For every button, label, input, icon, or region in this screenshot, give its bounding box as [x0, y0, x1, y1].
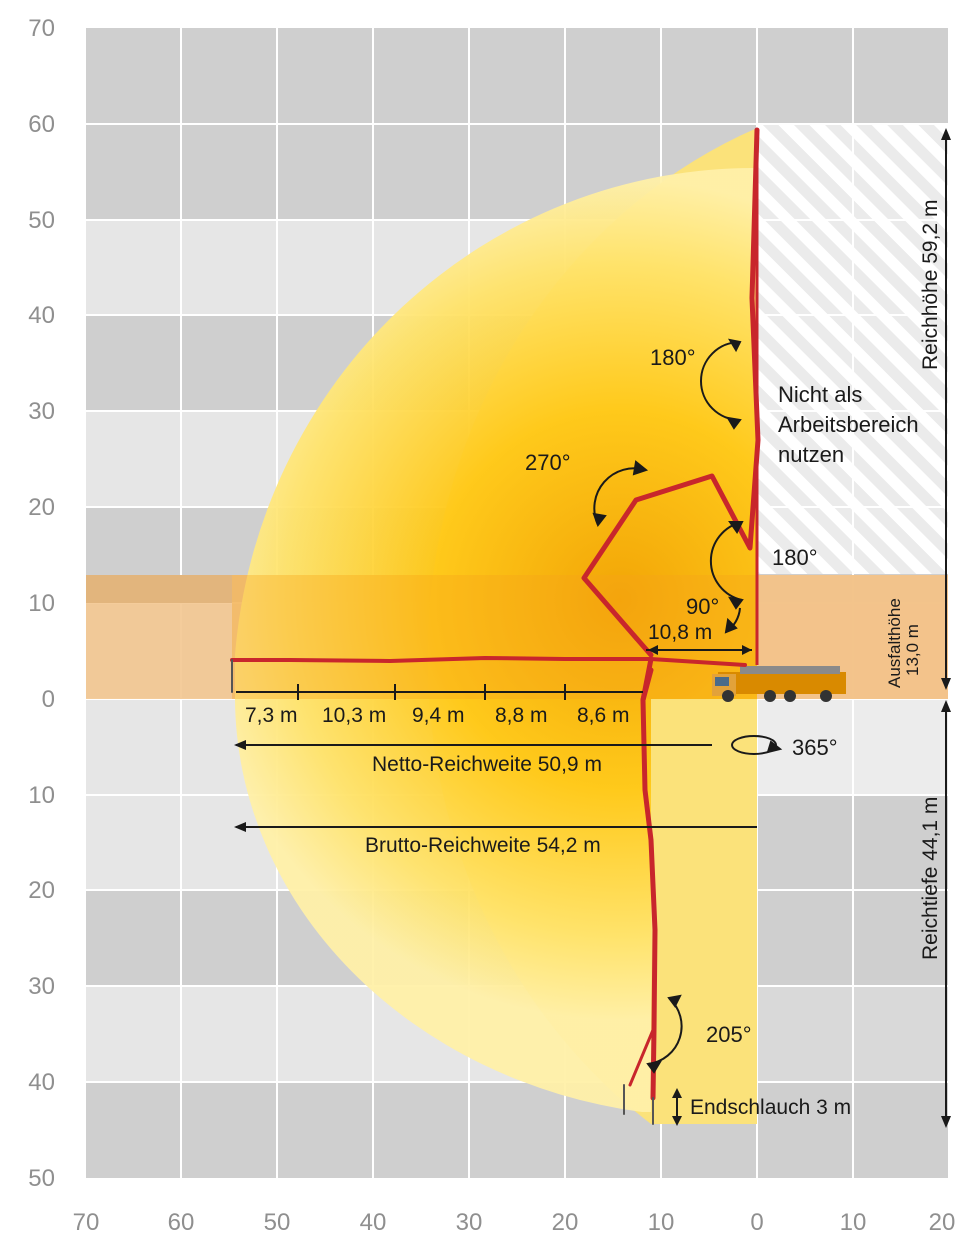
x-tick-label: 40	[360, 1209, 387, 1236]
y-tick-label: 70	[28, 15, 55, 42]
net-reach-zone	[235, 167, 757, 1112]
outrigger-dark-stripe	[86, 575, 232, 603]
boom-segment-label: 7,3 m	[245, 704, 298, 727]
boom-segment-label: 10,3 m	[322, 704, 386, 727]
outrigger-height-label: 13,0 m	[903, 624, 922, 676]
x-tick-label: 30	[456, 1209, 483, 1236]
no-work-zone-label: Nicht als	[778, 382, 862, 407]
x-tick-label: 70	[73, 1209, 100, 1236]
boom-segment-label: 8,8 m	[495, 704, 548, 727]
end-hose-label: Endschlauch 3 m	[690, 1096, 851, 1119]
y-axis: 70 60 50 40 30 20 10 0 10 20 30 40 50	[28, 15, 55, 1192]
rotation-arrows	[592, 338, 783, 1074]
reach-depth-label: Reichtiefe 44,1 m	[919, 797, 942, 960]
y-tick-label: 10	[28, 782, 55, 809]
gross-reach-label: Brutto-Reichweite 54,2 m	[365, 834, 601, 857]
angle-label-top: 180°	[650, 345, 696, 370]
rotation-label: 365°	[792, 735, 838, 760]
angle-label-90: 90°	[686, 594, 719, 619]
y-tick-label: 20	[28, 877, 55, 904]
y-tick-label: 30	[28, 398, 55, 425]
x-tick-label: 0	[750, 1209, 763, 1236]
boom-downward	[623, 667, 658, 1125]
truck-icon	[712, 666, 846, 702]
x-tick-label: 50	[264, 1209, 291, 1236]
y-tick-label: 40	[28, 302, 55, 329]
y-tick-label: 30	[28, 973, 55, 1000]
y-tick-label: 50	[28, 1165, 55, 1192]
no-work-zone-label: Arbeitsbereich	[778, 412, 919, 437]
y-tick-label: 10	[28, 590, 55, 617]
boom-segment-label: 9,4 m	[412, 704, 465, 727]
x-axis: 70 60 50 40 30 20 10 0 10 20	[73, 1209, 956, 1236]
y-tick-label: 20	[28, 494, 55, 521]
x-tick-label: 10	[840, 1209, 867, 1236]
x-tick-label: 20	[552, 1209, 579, 1236]
x-tick-label: 10	[648, 1209, 675, 1236]
outrigger-height-label: Ausfalthöhe	[885, 598, 904, 688]
boom-segment-label: 8,6 m	[577, 704, 630, 727]
y-tick-label: 50	[28, 207, 55, 234]
angle-label-mid: 180°	[772, 545, 818, 570]
boom-folded	[581, 127, 761, 658]
y-tick-label: 40	[28, 1069, 55, 1096]
angle-label-205: 205°	[706, 1022, 752, 1047]
net-reach-label: Netto-Reichweite 50,9 m	[372, 753, 602, 776]
y-tick-label: 0	[42, 686, 55, 713]
y-tick-label: 60	[28, 111, 55, 138]
distance-label-10-8: 10,8 m	[648, 621, 712, 644]
outrigger-height-overlay	[232, 575, 757, 699]
dimension-lines	[234, 128, 951, 1128]
no-work-zone-label: nutzen	[778, 442, 844, 467]
angle-label-270: 270°	[525, 450, 571, 475]
x-tick-label: 20	[929, 1209, 956, 1236]
x-tick-label: 60	[168, 1209, 195, 1236]
reach-height-label: Reichhöhe 59,2 m	[919, 200, 942, 370]
